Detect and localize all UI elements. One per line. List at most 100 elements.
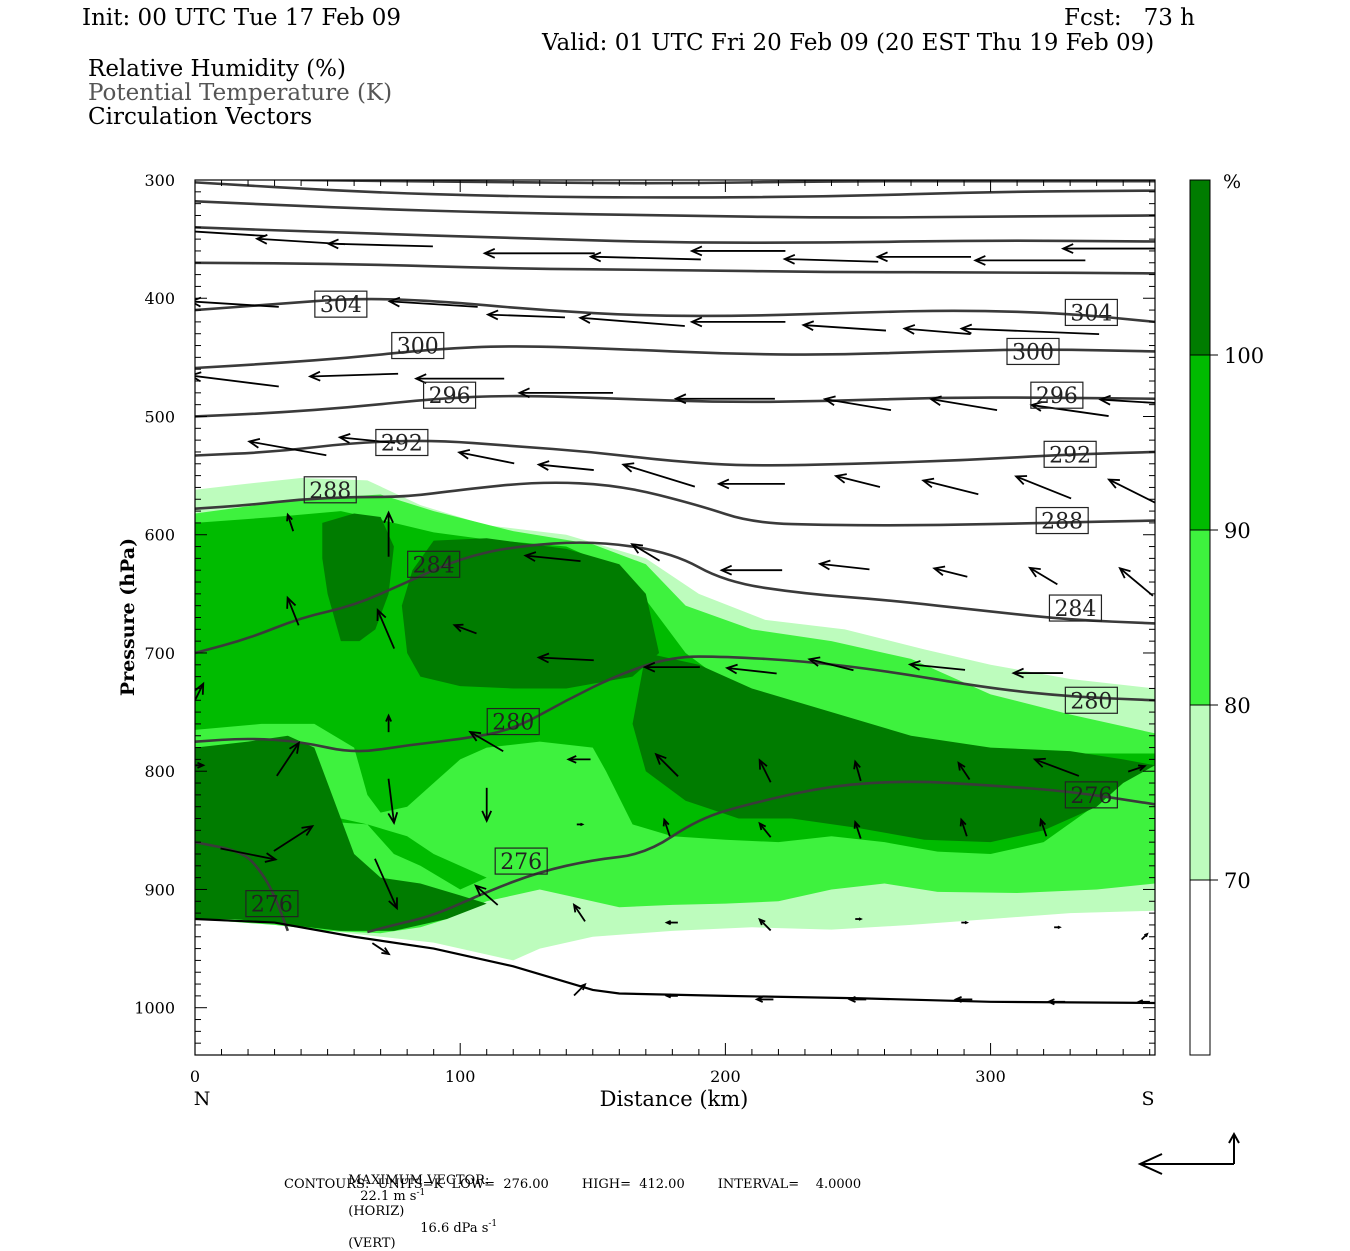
circulation-vector-44 (1027, 566, 1058, 586)
vector-shaft (854, 821, 862, 839)
circulation-vector-59 (566, 755, 591, 764)
circulation-vector-30 (536, 460, 594, 471)
x-end-label-south: S (1141, 1088, 1154, 1110)
vector-head (630, 543, 644, 554)
vector-head (758, 758, 768, 770)
vector-shaft (286, 514, 295, 532)
circulation-vector-62 (853, 759, 862, 782)
contour-label-text: 288 (309, 479, 351, 504)
circulation-vector-82 (855, 917, 863, 921)
vector-head (902, 324, 916, 335)
circulation-vector-67 (387, 778, 399, 825)
vector-head (1029, 401, 1043, 412)
isentrope-284-3 (195, 541, 1155, 655)
contour-label-box (1064, 686, 1118, 714)
vector-head (782, 253, 796, 265)
circulation-vector-40 (630, 543, 661, 562)
circulation-vector-39 (523, 551, 581, 563)
vector-shaft (249, 440, 327, 457)
contour-label-284-11: 284 (1048, 594, 1103, 622)
vector-shaft (220, 847, 276, 861)
circulation-vector-69 (576, 822, 585, 827)
circulation-vector-27 (247, 437, 327, 457)
vector-shaft (374, 858, 398, 909)
field-vectors-label: Circulation Vectors (88, 104, 313, 130)
circulation-vector-50 (642, 661, 700, 673)
vector-head (853, 820, 861, 829)
isentrope-300-7 (195, 345, 1155, 370)
circulation-vector-86 (371, 942, 391, 956)
vector-head (301, 825, 315, 836)
contour-label-288-9: 288 (1035, 506, 1089, 535)
vector-head (1144, 932, 1149, 938)
y-tick-label-1000: 1000 (134, 999, 175, 1018)
forecast-hour: Fcst: 73 h (1064, 5, 1195, 31)
vector-head (1060, 243, 1074, 254)
vector-shaft (759, 918, 772, 932)
circulation-vector-25 (1029, 401, 1109, 417)
contour-label-box (245, 890, 299, 918)
vector-head (517, 387, 530, 399)
max-vector-label: MAXIMUM VECTOR: (348, 1173, 490, 1188)
circulation-vector-12 (485, 309, 566, 321)
circulation-vector-21 (517, 387, 614, 399)
vector-shaft (727, 667, 777, 675)
circulation-vector-9 (1060, 243, 1155, 254)
vector-head (817, 559, 831, 571)
vector-head (907, 660, 921, 671)
circulation-vector-46 (286, 595, 300, 626)
circulation-vector-65 (1127, 764, 1147, 773)
vector-shaft (580, 316, 685, 327)
vector-shaft (454, 624, 477, 635)
vector-head (387, 296, 401, 308)
vector-head (307, 370, 321, 382)
contour-label-304-0: 304 (314, 290, 368, 318)
vector-shaft (631, 543, 661, 562)
vector-shaft (573, 983, 586, 997)
contour-label-text: 280 (1070, 689, 1112, 714)
contour-label-box (1043, 440, 1097, 468)
vector-head (664, 993, 672, 999)
vector-shaft (273, 825, 313, 852)
circulation-vector-79 (572, 903, 586, 922)
circulation-vector-70 (662, 817, 671, 837)
vector-head (754, 996, 764, 1003)
circulation-vector-90 (847, 996, 867, 1003)
vector-head (286, 512, 293, 522)
vector-shaft (387, 778, 395, 823)
contour-label-box (1030, 381, 1084, 409)
contour-label-text: 304 (320, 293, 362, 318)
vector-head (801, 320, 815, 332)
circulation-vector-81 (758, 917, 772, 932)
contour-label-text: 276 (1070, 784, 1112, 809)
vector-shaft (854, 761, 862, 782)
contour-label-text: 304 (1070, 301, 1112, 326)
contour-label-text: 292 (1049, 443, 1091, 468)
colorbar-band-90 (1190, 355, 1210, 530)
vector-head (197, 761, 206, 769)
y-tick-label-400: 400 (144, 289, 175, 308)
vector-head (572, 903, 581, 913)
circulation-vector-64 (1032, 757, 1080, 777)
circulation-vector-0 (195, 230, 266, 237)
circulation-vector-85 (1141, 932, 1149, 941)
contour-label-box (486, 707, 540, 736)
vector-head (388, 897, 398, 911)
contour-label-304-1: 304 (1064, 298, 1118, 326)
vector-shaft (1034, 758, 1080, 777)
vector-shaft (487, 313, 566, 319)
reference-vector-icon (1137, 1131, 1240, 1175)
rh-region-100-6 (632, 652, 1155, 843)
vector-head (959, 323, 973, 335)
vector-shaft (803, 324, 887, 332)
vector-head (932, 565, 946, 576)
horiz-exponent: -1 (416, 1188, 426, 1198)
vector-head (973, 255, 986, 266)
vector-shaft (758, 822, 772, 838)
circulation-vector-80 (664, 920, 678, 926)
circulation-vector-61 (758, 758, 772, 783)
field-theta-label: Potential Temperature (K) (88, 80, 393, 106)
vector-shaft (339, 436, 395, 444)
contour-label-276-16: 276 (245, 890, 299, 918)
circulation-vector-31 (621, 462, 696, 488)
